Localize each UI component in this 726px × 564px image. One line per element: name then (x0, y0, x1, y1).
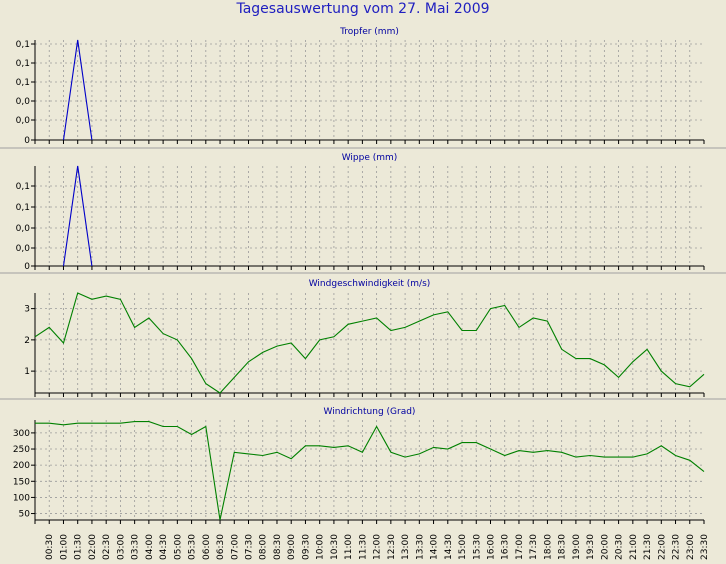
x-tick-label: 21:00 (629, 534, 639, 560)
y-tick-label: 100 (13, 493, 30, 503)
x-tick-label: 03:30 (131, 534, 141, 560)
x-tick-label: 12:30 (387, 534, 397, 560)
series-line-1 (34, 292, 705, 394)
x-tick-label: 02:00 (88, 534, 98, 560)
x-tick-label: 17:30 (529, 534, 539, 560)
y-tick-label: 0,0 (16, 116, 31, 126)
x-tick-label: 19:30 (586, 534, 596, 560)
x-tick-label: 09:30 (301, 534, 311, 560)
x-tick-label: 13:30 (415, 534, 425, 560)
y-tick-label: 0,1 (16, 78, 30, 88)
x-tick-label: 13:00 (401, 534, 411, 560)
x-tick-label: 01:30 (74, 534, 84, 560)
x-tick-label: 18:00 (543, 534, 553, 560)
chart-panel-2: Wippe (mm) 0,1 0,1 0,0 0,0 0 (0, 153, 726, 274)
y-tick-label: 0,1 (16, 59, 30, 69)
x-tick-label: 08:00 (259, 534, 269, 560)
x-tick-label: 11:00 (344, 534, 354, 560)
x-tick-label: 21:30 (643, 534, 653, 560)
x-tick-label: 18:30 (558, 534, 568, 560)
page-title: Tagesauswertung vom 27. Mai 2009 (236, 1, 490, 17)
x-tick-label: 23:30 (700, 534, 710, 560)
y-tick-label: 50 (19, 510, 31, 520)
x-tick-label: 04:00 (145, 534, 155, 560)
x-tick-label: 03:00 (116, 534, 126, 560)
x-tick-label: 22:00 (657, 534, 667, 560)
x-tick-label: 16:30 (501, 534, 511, 560)
x-tick-label: 06:30 (216, 534, 226, 560)
x-tick-label: 09:00 (287, 534, 297, 560)
x-tick-label: 20:30 (615, 534, 625, 560)
x-tick-label: 15:30 (472, 534, 482, 560)
x-tick-label: 14:30 (444, 534, 454, 560)
y-tick-label: 0,0 (16, 224, 31, 234)
y-tick-label: 150 (13, 477, 30, 487)
panel-title: Windgeschwindigkeit (m/s) (309, 279, 431, 289)
series-line-1 (35, 421, 705, 521)
x-tick-label: 20:00 (600, 534, 610, 560)
panel-title: Tropfer (mm) (339, 27, 399, 37)
x-tick-label: 10:00 (316, 534, 326, 560)
panel-title: Windrichtung (Grad) (324, 407, 416, 417)
x-tick-label: 04:30 (159, 534, 169, 560)
chart-panel-1: Tropfer (mm) 0,1 0,1 0,1 0,0 0,0 0 (0, 27, 726, 149)
x-tick-label: 06:00 (202, 534, 212, 560)
chart-panel-3: Windgeschwindigkeit (m/s) 1 2 3 (0, 279, 726, 400)
series-line-1 (62, 165, 93, 267)
series-line-1 (62, 39, 93, 141)
x-tick-label: 07:30 (245, 534, 255, 560)
x-tick-label: 08:30 (273, 534, 283, 560)
y-tick-label: 0 (24, 262, 30, 272)
x-tick-label: 02:30 (102, 534, 112, 560)
x-tick-label: 16:00 (486, 534, 496, 560)
x-tick-label: 22:30 (672, 534, 682, 560)
x-tick-label: 05:30 (188, 534, 198, 560)
y-tick-label: 200 (13, 461, 30, 471)
x-tick-label: 07:00 (230, 534, 240, 560)
chart-panel-4: Windrichtung (Grad) 50 100 150 200 250 300 00:3… (13, 407, 710, 560)
y-tick-label: 3 (24, 305, 30, 315)
y-tick-label: 300 (13, 429, 30, 439)
y-tick-label: 0,1 (16, 182, 30, 192)
x-tick-label: 23:00 (686, 534, 696, 560)
x-tick-label: 19:00 (572, 534, 582, 560)
x-tick-label: 11:30 (358, 534, 368, 560)
x-tick-label: 01:00 (59, 534, 69, 560)
y-tick-label: 0,0 (16, 97, 31, 107)
y-tick-label: 2 (24, 336, 30, 346)
y-tick-label: 0 (24, 136, 30, 146)
y-tick-label: 0,0 (16, 244, 31, 254)
y-tick-label: 0,1 (16, 203, 30, 213)
x-tick-label: 14:00 (430, 534, 440, 560)
x-tick-label: 05:00 (173, 534, 183, 560)
x-tick-label: 15:00 (458, 534, 468, 560)
y-tick-label: 1 (24, 367, 30, 377)
y-tick-label: 0,1 (16, 40, 30, 50)
y-tick-label: 250 (13, 445, 30, 455)
x-tick-label: 12:00 (373, 534, 383, 560)
x-tick-label: 17:00 (515, 534, 525, 560)
x-tick-label: 10:30 (330, 534, 340, 560)
x-tick-label: 00:30 (45, 534, 55, 560)
panel-title: Wippe (mm) (342, 153, 398, 163)
